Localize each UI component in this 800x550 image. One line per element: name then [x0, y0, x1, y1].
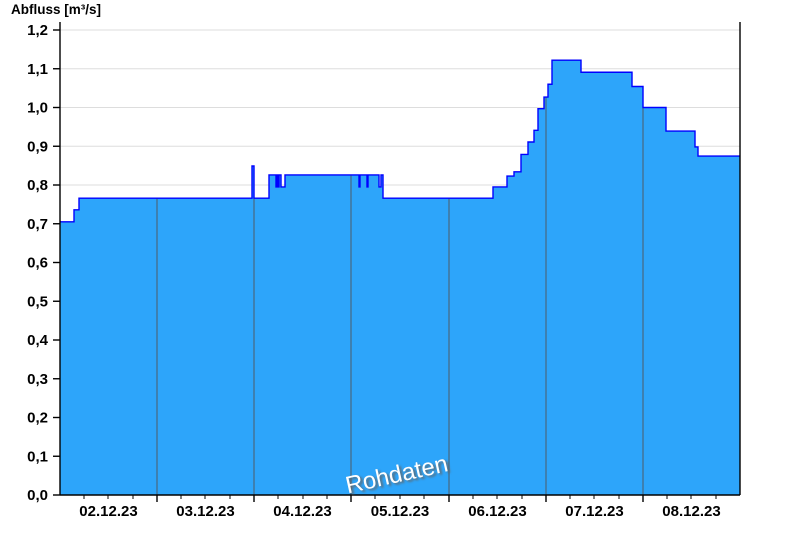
svg-text:0,8: 0,8 — [27, 177, 48, 194]
svg-text:0,1: 0,1 — [27, 448, 48, 465]
svg-text:08.12.23: 08.12.23 — [662, 503, 720, 520]
svg-text:0,3: 0,3 — [27, 371, 48, 388]
svg-text:0,5: 0,5 — [27, 293, 48, 310]
svg-text:07.12.23: 07.12.23 — [565, 503, 623, 520]
svg-text:0,2: 0,2 — [27, 410, 48, 427]
svg-text:1,0: 1,0 — [27, 100, 48, 117]
svg-text:1,2: 1,2 — [27, 22, 48, 39]
svg-text:1,1: 1,1 — [27, 61, 48, 78]
svg-text:0,9: 0,9 — [27, 138, 48, 155]
svg-text:0,6: 0,6 — [27, 255, 48, 272]
svg-text:0,4: 0,4 — [27, 332, 49, 349]
svg-text:0,7: 0,7 — [27, 216, 48, 233]
svg-text:0,0: 0,0 — [27, 487, 48, 504]
svg-text:02.12.23: 02.12.23 — [79, 503, 137, 520]
svg-text:06.12.23: 06.12.23 — [468, 503, 526, 520]
svg-text:04.12.23: 04.12.23 — [273, 503, 331, 520]
svg-text:03.12.23: 03.12.23 — [176, 503, 234, 520]
